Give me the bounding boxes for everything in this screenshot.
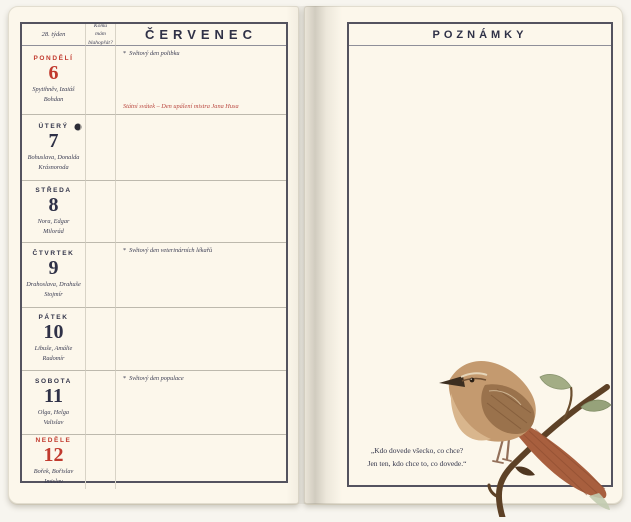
day-number: 11	[44, 384, 63, 407]
month-title: ČERVENEC	[144, 27, 257, 42]
congrats-cell	[86, 308, 116, 371]
left-page: 28. týden Komu mám blahopřát? ČERVENEC P…	[8, 6, 299, 504]
notes-cell-wednesday	[116, 181, 286, 243]
notes-frame: POZNÁMKY	[347, 22, 613, 487]
day-number: 8	[48, 193, 59, 216]
songbird-illustration	[429, 347, 627, 522]
asterisk-marker: *	[123, 375, 127, 382]
notes-cell-friday	[116, 308, 286, 371]
month-title-cell: ČERVENEC	[116, 24, 286, 46]
notes-title: POZNÁMKY	[432, 28, 528, 41]
day-cell-friday: PÁTEK 10 Libuše, Amálie Radomír	[22, 308, 86, 371]
day-number: 10	[43, 321, 64, 344]
observance-note: * Světový den populace	[123, 375, 184, 382]
congrats-cell	[86, 435, 116, 489]
notes-cell-saturday: * Světový den populace	[116, 371, 286, 435]
nameday-names: Drahoslava, Drahuše Stojmír	[26, 281, 81, 298]
day-cell-tuesday: ÚTERÝ 7 Bohuslava, Donalda Krásnoroda	[22, 115, 86, 181]
day-name: NEDĚLE	[35, 437, 72, 444]
state-holiday-note: Státní svátek – Den upálení mistra Jana …	[123, 103, 239, 110]
day-cell-thursday: ČTVRTEK 9 Drahoslava, Drahuše Stojmír	[22, 243, 86, 308]
day-name: SOBOTA	[35, 377, 72, 385]
asterisk-marker: *	[123, 247, 127, 254]
week-number-label: 28. týden	[41, 31, 66, 38]
day-number: 9	[48, 257, 59, 280]
nameday-names: Nora, Edgar Milorád	[37, 217, 70, 235]
congrats-header-label: Komu mám blahopřát?	[88, 23, 113, 46]
notes-header: POZNÁMKY	[349, 24, 611, 46]
nameday-names: Libuše, Amálie Radomír	[34, 345, 73, 362]
congrats-cell	[86, 371, 116, 435]
day-number: 12	[43, 444, 64, 466]
nameday-names: Olga, Helga Valislav	[37, 408, 70, 426]
congrats-cell	[86, 46, 116, 115]
day-name: STŘEDA	[35, 186, 72, 194]
last-quarter-moon-icon	[74, 118, 82, 131]
day-cell-monday: PONDĚLÍ 6 Spytihněv, Izaiáš Bohdan	[22, 46, 86, 115]
congrats-cell	[86, 181, 116, 243]
congrats-cell	[86, 243, 116, 308]
congrats-cell	[86, 115, 116, 181]
notes-cell-sunday	[116, 435, 286, 489]
day-cell-saturday: SOBOTA 11 Olga, Helga Valislav	[22, 371, 86, 435]
day-number: 6	[48, 62, 59, 85]
day-name: ÚTERÝ	[38, 122, 69, 130]
day-number: 7	[48, 129, 59, 152]
notes-cell-tuesday	[116, 115, 286, 181]
week-number-cell: 28. týden	[22, 24, 86, 46]
day-name: ČTVRTEK	[32, 250, 75, 258]
day-cell-sunday: NEDĚLE 12 Bořek, Bořislav Imislav	[22, 435, 86, 489]
congrats-header-cell: Komu mám blahopřát?	[86, 23, 116, 46]
day-name: PONDĚLÍ	[33, 55, 74, 63]
asterisk-marker: *	[123, 50, 127, 57]
day-name: PÁTEK	[38, 314, 69, 322]
week-grid: 28. týden Komu mám blahopřát? ČERVENEC P…	[20, 22, 288, 489]
notes-cell-monday: * Světový den polibku Státní svátek – Den…	[116, 46, 286, 115]
nameday-names: Bořek, Bořislav Imislav	[33, 468, 74, 485]
day-cell-wednesday: STŘEDA 8 Nora, Edgar Milorád	[22, 181, 86, 243]
observance-note: * Světový den polibku	[123, 50, 180, 57]
observance-note: * Světový den veterinárních lékařů	[123, 247, 213, 254]
nameday-names: Spytihněv, Izaiáš Bohdan	[32, 86, 75, 103]
quote-text: „Kdo dovede všecko, co chce? Jen ten, kd…	[367, 446, 467, 468]
notes-cell-thursday: * Světový den veterinárních lékařů	[116, 243, 286, 308]
right-page: POZNÁMKY „Kdo dovede všecko, co chce? Je…	[304, 6, 623, 522]
nameday-names: Bohuslava, Donalda Krásnoroda	[27, 153, 80, 171]
